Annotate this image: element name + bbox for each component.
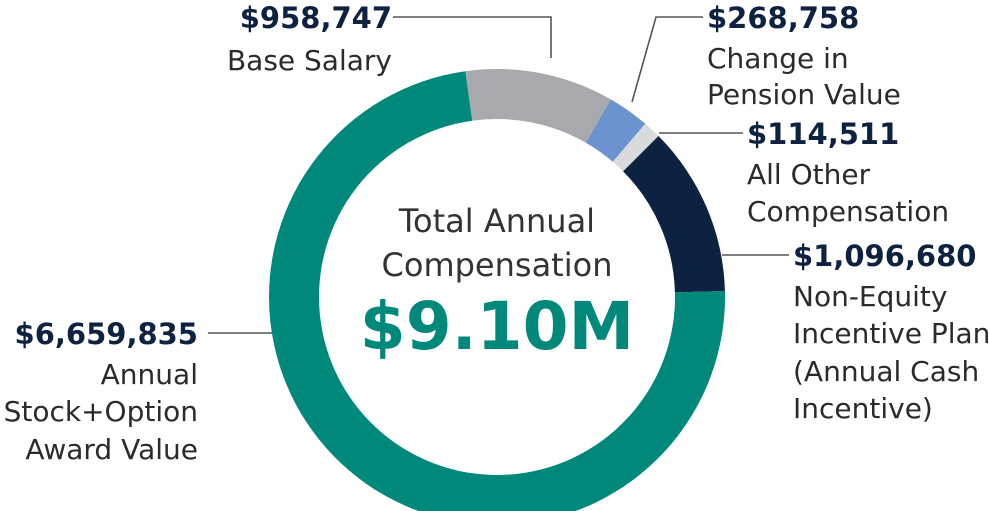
desc-label-stock-option-line-1: Annual [101,358,198,391]
desc-label-pension-line-2: Pension Value [707,78,901,111]
slice-pension [585,99,646,162]
center-label-line-1: Total Annual [398,202,595,240]
donut-slices [269,69,725,511]
center-summary: Total Annual Compensation $9.10M [360,202,634,365]
amount-label-other: $114,511 [747,117,899,151]
center-total: $9.10M [360,288,634,365]
leader-lines [208,16,789,334]
amount-label-non-equity: $1,096,680 [793,239,976,273]
desc-label-non-equity-line-2: Incentive Plan [793,317,989,350]
leader-line-base-salary [393,16,552,58]
desc-label-pension-line-1: Change in [707,42,849,75]
slice-labels: $958,747 Base Salary $268,758 Change inPens… [4,1,989,466]
amount-label-base-salary: $958,747 [240,1,392,35]
leader-line-pension [631,16,703,103]
slice-base-salary [465,69,611,143]
desc-label-other-line-1: All Other [747,158,871,191]
desc-label-stock-option-line-3: Award Value [25,433,198,466]
slice-non-equity [623,136,725,293]
center-label-line-2: Compensation [382,246,613,284]
slice-other [612,123,659,172]
desc-label-non-equity-line-1: Non-Equity [793,280,947,313]
desc-label-non-equity-line-3: (Annual Cash [793,355,979,388]
desc-label-other-line-2: Compensation [747,195,949,228]
amount-label-pension: $268,758 [707,1,859,35]
desc-label-base-salary-line-1: Base Salary [227,44,392,77]
desc-label-non-equity-line-4: Incentive) [793,392,933,425]
amount-label-stock-option: $6,659,835 [15,317,198,351]
desc-label-stock-option-line-2: Stock+Option [4,395,198,428]
